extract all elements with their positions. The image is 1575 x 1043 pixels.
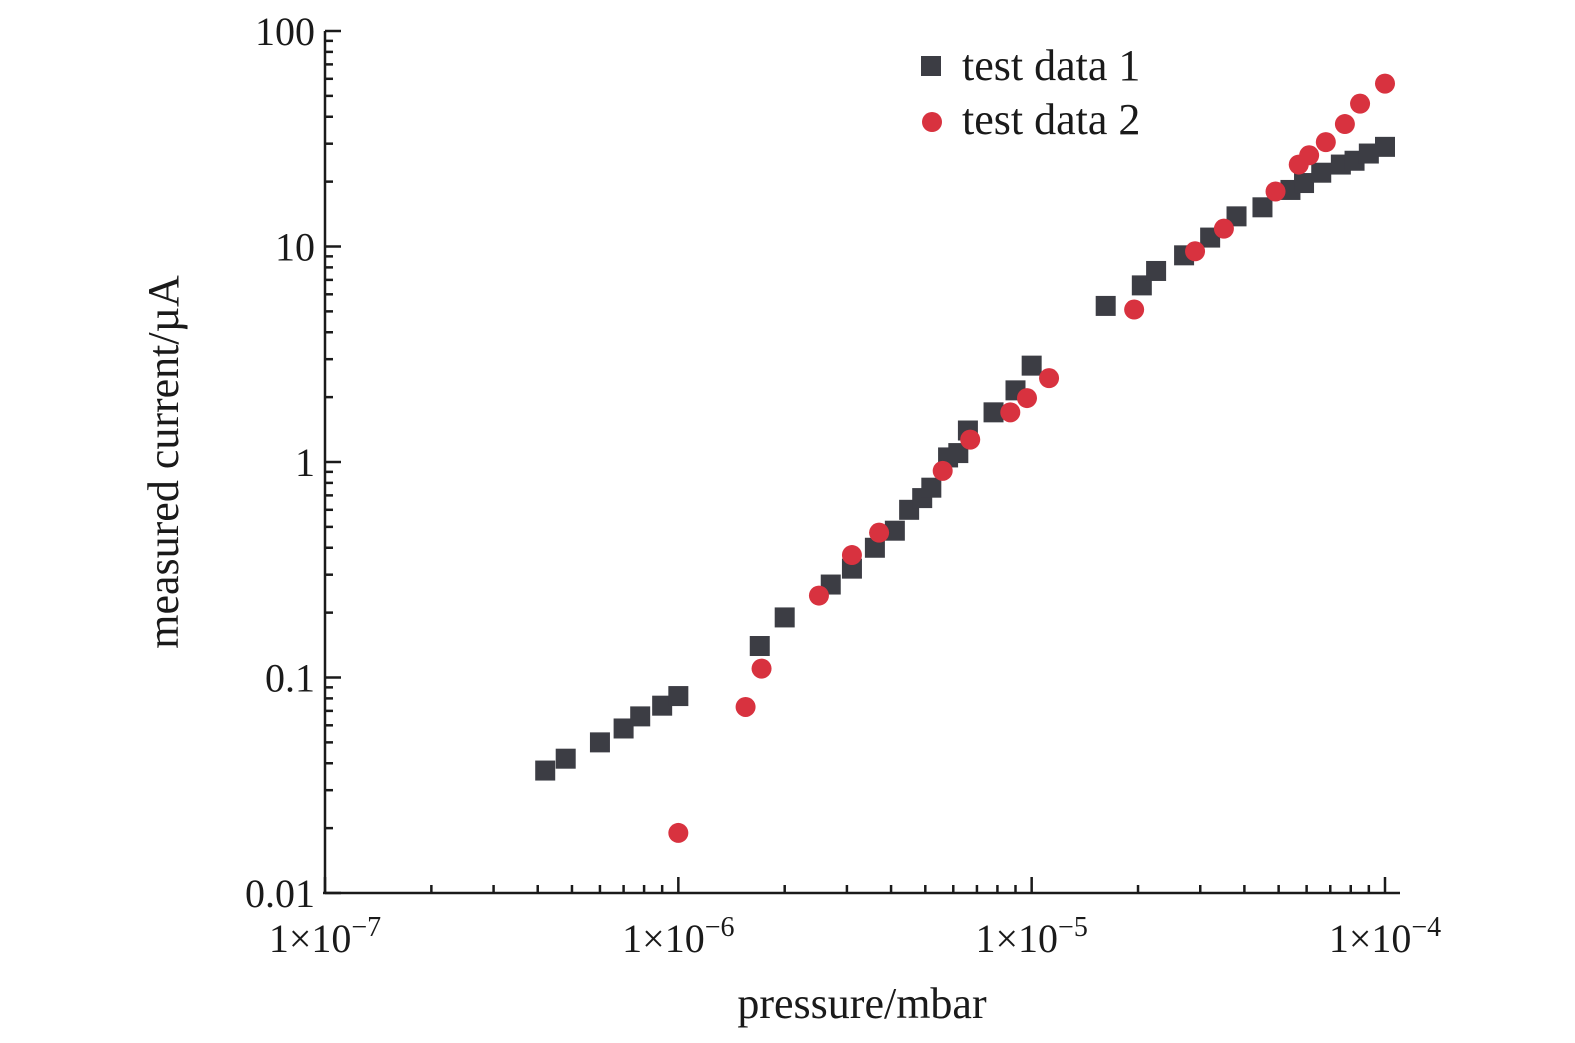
data-point [555, 748, 576, 769]
data-point [1021, 355, 1042, 376]
data-point [1226, 206, 1247, 227]
data-point [1311, 162, 1332, 183]
data-point [948, 443, 969, 464]
data-point [921, 477, 942, 498]
data-point [1358, 143, 1379, 164]
legend: test data 1 test data 2 [921, 41, 1140, 144]
data-point [1350, 93, 1371, 114]
axes [323, 31, 1400, 895]
data-point [1375, 136, 1395, 157]
y-tick-label: 100 [255, 9, 315, 54]
data-point [1095, 295, 1116, 316]
data-point [1213, 218, 1234, 239]
data-point [1375, 73, 1395, 94]
y-tick-label: 10 [275, 225, 315, 270]
data-point [808, 585, 829, 606]
data-point [613, 718, 634, 739]
data-point [774, 607, 795, 628]
y-tick-label: 0.01 [245, 871, 315, 916]
data-point [884, 520, 905, 541]
data-point [960, 429, 981, 450]
series-layer [535, 73, 1395, 843]
x-tick-label: 1×10−6 [622, 912, 734, 961]
data-point [1185, 241, 1206, 262]
data-point [1000, 402, 1021, 423]
y-ticks: 0.01 0.1 1 10 100 [245, 9, 341, 916]
data-point [1252, 197, 1273, 218]
data-point [1124, 299, 1145, 320]
y-tick-label: 1 [295, 440, 315, 485]
x-tick-label: 1×10−4 [1329, 912, 1441, 961]
data-point [535, 760, 556, 781]
data-point [751, 658, 772, 679]
data-point [652, 695, 673, 716]
data-point [1315, 132, 1336, 153]
legend-label-test-data-1: test data 1 [962, 41, 1140, 90]
x-axis-label: pressure/mbar [737, 979, 987, 1028]
data-point [932, 460, 953, 481]
data-point [1334, 114, 1355, 135]
legend-label-test-data-2: test data 2 [962, 95, 1140, 144]
data-point [864, 537, 885, 558]
data-point [1146, 260, 1167, 281]
data-point [1016, 388, 1037, 409]
data-point [749, 636, 770, 657]
data-point [1294, 173, 1315, 194]
data-point [841, 545, 862, 566]
x-tick-label: 1×10−5 [975, 912, 1087, 961]
data-point [983, 402, 1004, 423]
data-point [1265, 181, 1286, 202]
data-point [630, 706, 651, 727]
x-tick-label: 1×10−7 [269, 912, 381, 961]
x-ticks: 1×10−7 1×10−6 1×10−5 1×10−4 [269, 877, 1441, 961]
data-point [589, 732, 610, 753]
data-point [668, 686, 689, 707]
data-point [1299, 145, 1320, 166]
y-axis-label: measured current/µA [139, 275, 188, 649]
series-2 [668, 73, 1395, 843]
data-point [869, 522, 890, 543]
data-point [735, 696, 756, 717]
series-1 [535, 136, 1395, 781]
data-point [668, 822, 689, 843]
legend-marker-test-data-2 [922, 112, 942, 132]
legend-marker-test-data-1 [921, 56, 941, 76]
y-tick-label: 0.1 [265, 656, 315, 701]
data-point [1039, 368, 1060, 389]
